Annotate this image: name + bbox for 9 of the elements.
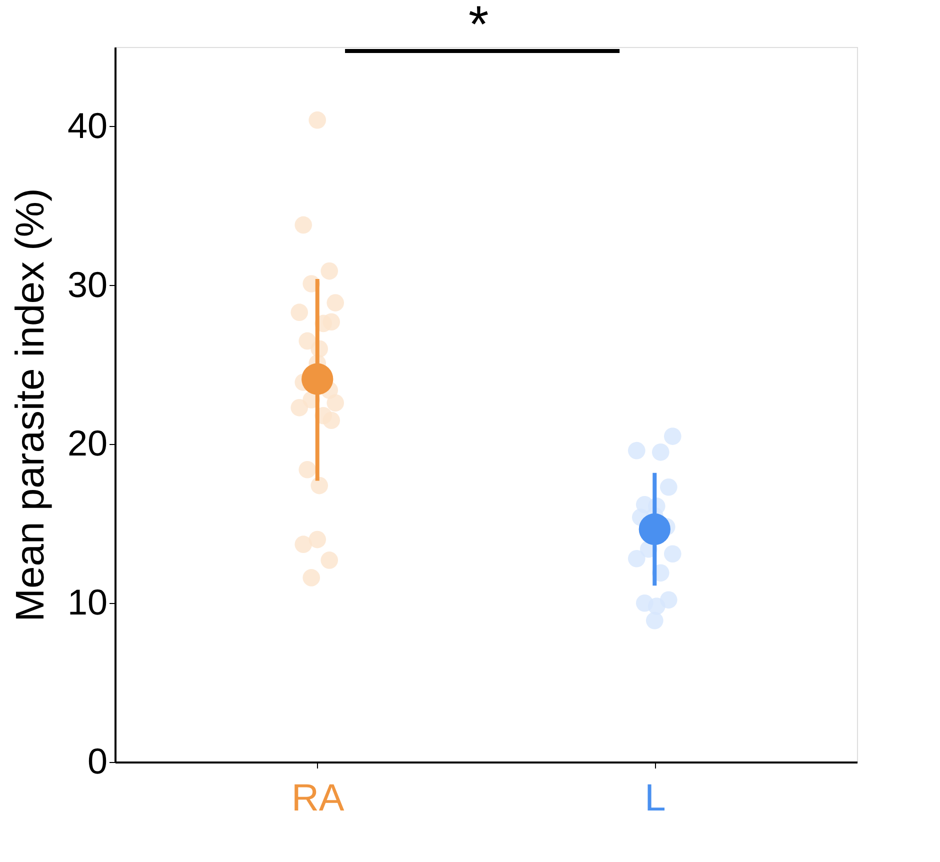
x-tick-label: L <box>644 778 666 820</box>
y-tick-label: 0 <box>87 740 108 782</box>
y-tick-label: 10 <box>67 582 108 623</box>
y-tick-label: 40 <box>67 104 108 146</box>
y-axis-title: Mean parasite index (%) <box>8 188 52 622</box>
x-tick-label: RA <box>291 778 345 820</box>
y-tick-label: 30 <box>67 264 108 305</box>
y-tick-label: 20 <box>67 422 108 464</box>
annotation: * <box>468 0 489 54</box>
